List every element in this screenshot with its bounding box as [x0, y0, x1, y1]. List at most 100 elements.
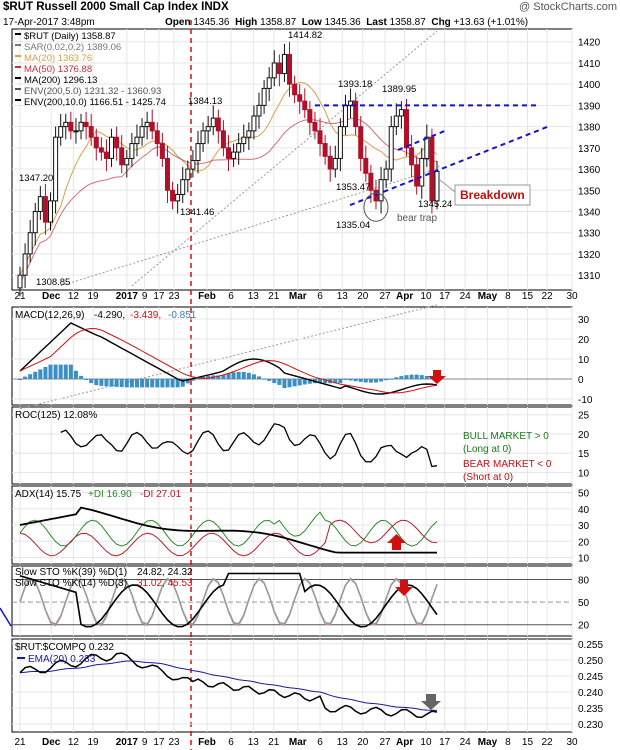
price-tick-label: 1390 — [578, 101, 601, 112]
candle-body — [327, 155, 333, 170]
bear-market-sub: (Short at 0) — [463, 472, 513, 483]
candle-body — [281, 53, 287, 75]
x-tick-label: Mar — [289, 291, 307, 302]
macd-hist-bar — [318, 379, 323, 384]
x-tick-label: 13 — [248, 737, 260, 748]
price-legend-item: SAR(0.02,0.2) 1389.06 — [24, 42, 121, 53]
candle-body — [241, 136, 247, 145]
candle-body — [388, 126, 394, 170]
candle-body — [205, 126, 211, 132]
price-tick-label: 1340 — [578, 207, 601, 218]
adx-tick-label: 10 — [578, 554, 590, 565]
sto-tick-label: 80 — [578, 576, 590, 587]
x-tick-label: May — [478, 291, 498, 302]
candle-body — [63, 121, 69, 128]
x-tick-label: 21 — [14, 737, 26, 748]
x-tick-label: 2017 — [116, 291, 139, 302]
x-tick-label: 30 — [566, 737, 578, 748]
x-tick-label: 20 — [357, 291, 369, 302]
x-tick-label: May — [478, 737, 498, 748]
candle-body — [170, 189, 176, 202]
x-tick-label: 9 — [142, 737, 148, 748]
x-tick-label: 24 — [460, 737, 472, 748]
macd-hist-bar — [206, 375, 211, 379]
macd-hist-bar — [414, 374, 419, 379]
x-tick-label: 23 — [168, 291, 180, 302]
candle-body — [307, 109, 313, 123]
candle-body — [424, 136, 430, 159]
candle-body — [363, 157, 369, 174]
x-tick-label: 12 — [68, 291, 80, 302]
macd-hist-bar — [333, 379, 338, 384]
legend-swatch — [15, 55, 21, 57]
macd-hist-bar — [84, 379, 89, 381]
candle-body — [297, 94, 303, 102]
price-legend-item: MA(20) 1363.76 — [24, 53, 92, 64]
candle-body — [302, 100, 308, 111]
macd-hist-bar — [89, 379, 94, 384]
last-value: 1358.87 — [389, 17, 426, 28]
bull-market-label: BULL MARKET > 0 — [463, 431, 549, 442]
sto-line1-values: 24.82, 24.32 — [137, 567, 193, 578]
x-tick-label: 6 — [317, 737, 323, 748]
macd-hist-bar — [79, 375, 84, 379]
x-tick-label: 17 — [153, 737, 165, 748]
x-tick-label: 6 — [317, 291, 323, 302]
macd-hist-bar — [18, 379, 22, 380]
brand-label: @ StockCharts.com — [519, 1, 617, 13]
x-tick-label: Apr — [396, 737, 413, 748]
macd-hist-bar — [302, 379, 307, 385]
sto14-k-line — [19, 577, 438, 626]
macd-hist-bar — [292, 379, 297, 387]
macd-hist-bar — [68, 364, 73, 379]
candle-body — [68, 121, 74, 132]
sto-line2-values: 31.02, 45.53 — [137, 578, 193, 589]
chart-title: $RUT Russell 2000 Small Cap Index INDX — [3, 1, 229, 13]
x-tick-label: 6 — [228, 737, 234, 748]
panel-frame-ratio — [11, 638, 573, 733]
adx-line — [19, 506, 437, 554]
macd-label: MACD(12,26,9) — [15, 310, 84, 321]
x-tick-label: 13 — [248, 291, 260, 302]
macd-hist-bar — [338, 379, 343, 384]
ratio-tick-label: 0.230 — [578, 720, 603, 731]
x-tick-label: Dec — [42, 737, 61, 748]
bear-trap-label: bear trap — [397, 213, 437, 224]
candle-body — [175, 194, 181, 202]
macd-hist-bar — [384, 379, 389, 381]
candle-body — [27, 232, 33, 255]
x-tick-label: 20 — [357, 737, 369, 748]
price-annotation: 1353.47 — [336, 182, 370, 193]
x-tick-label: 6 — [228, 291, 234, 302]
price-tick-label: 1370 — [578, 144, 601, 155]
macd-value1: -4.290, — [94, 310, 125, 321]
candle-body — [159, 143, 165, 159]
candle-body — [434, 170, 440, 202]
adx-tick-label: 40 — [578, 505, 590, 516]
adx-minus-di-line — [19, 519, 438, 557]
macd-hist-bar — [424, 376, 429, 379]
date-stamp: 17-Apr-2017 3:48pm — [3, 17, 95, 28]
x-tick-label: 22 — [542, 737, 554, 748]
adx-plus-di-line — [19, 511, 438, 547]
candle-body — [144, 121, 150, 128]
candle-body — [256, 104, 262, 117]
adx-tick-label: 50 — [578, 489, 590, 500]
x-tick-label: 15 — [522, 291, 534, 302]
price-tick-label: 1310 — [578, 271, 601, 282]
roc-tick-label: 25 — [578, 411, 590, 422]
legend-swatch — [15, 99, 21, 101]
offscreen-trendline — [0, 607, 12, 627]
macd-signal-line — [19, 327, 438, 394]
macd-hist-bar — [419, 375, 424, 379]
candle-body — [287, 53, 293, 85]
macd-tick-label: 10 — [578, 355, 590, 366]
x-tick-label: 24 — [460, 291, 472, 302]
macd-hist-bar — [267, 379, 272, 381]
x-tick-label: 13 — [337, 291, 349, 302]
candle-body — [58, 126, 64, 138]
breakdown-box — [454, 184, 531, 206]
price-tick-label: 1320 — [578, 250, 601, 261]
high-label: High — [235, 17, 258, 28]
candle-body — [129, 143, 135, 159]
